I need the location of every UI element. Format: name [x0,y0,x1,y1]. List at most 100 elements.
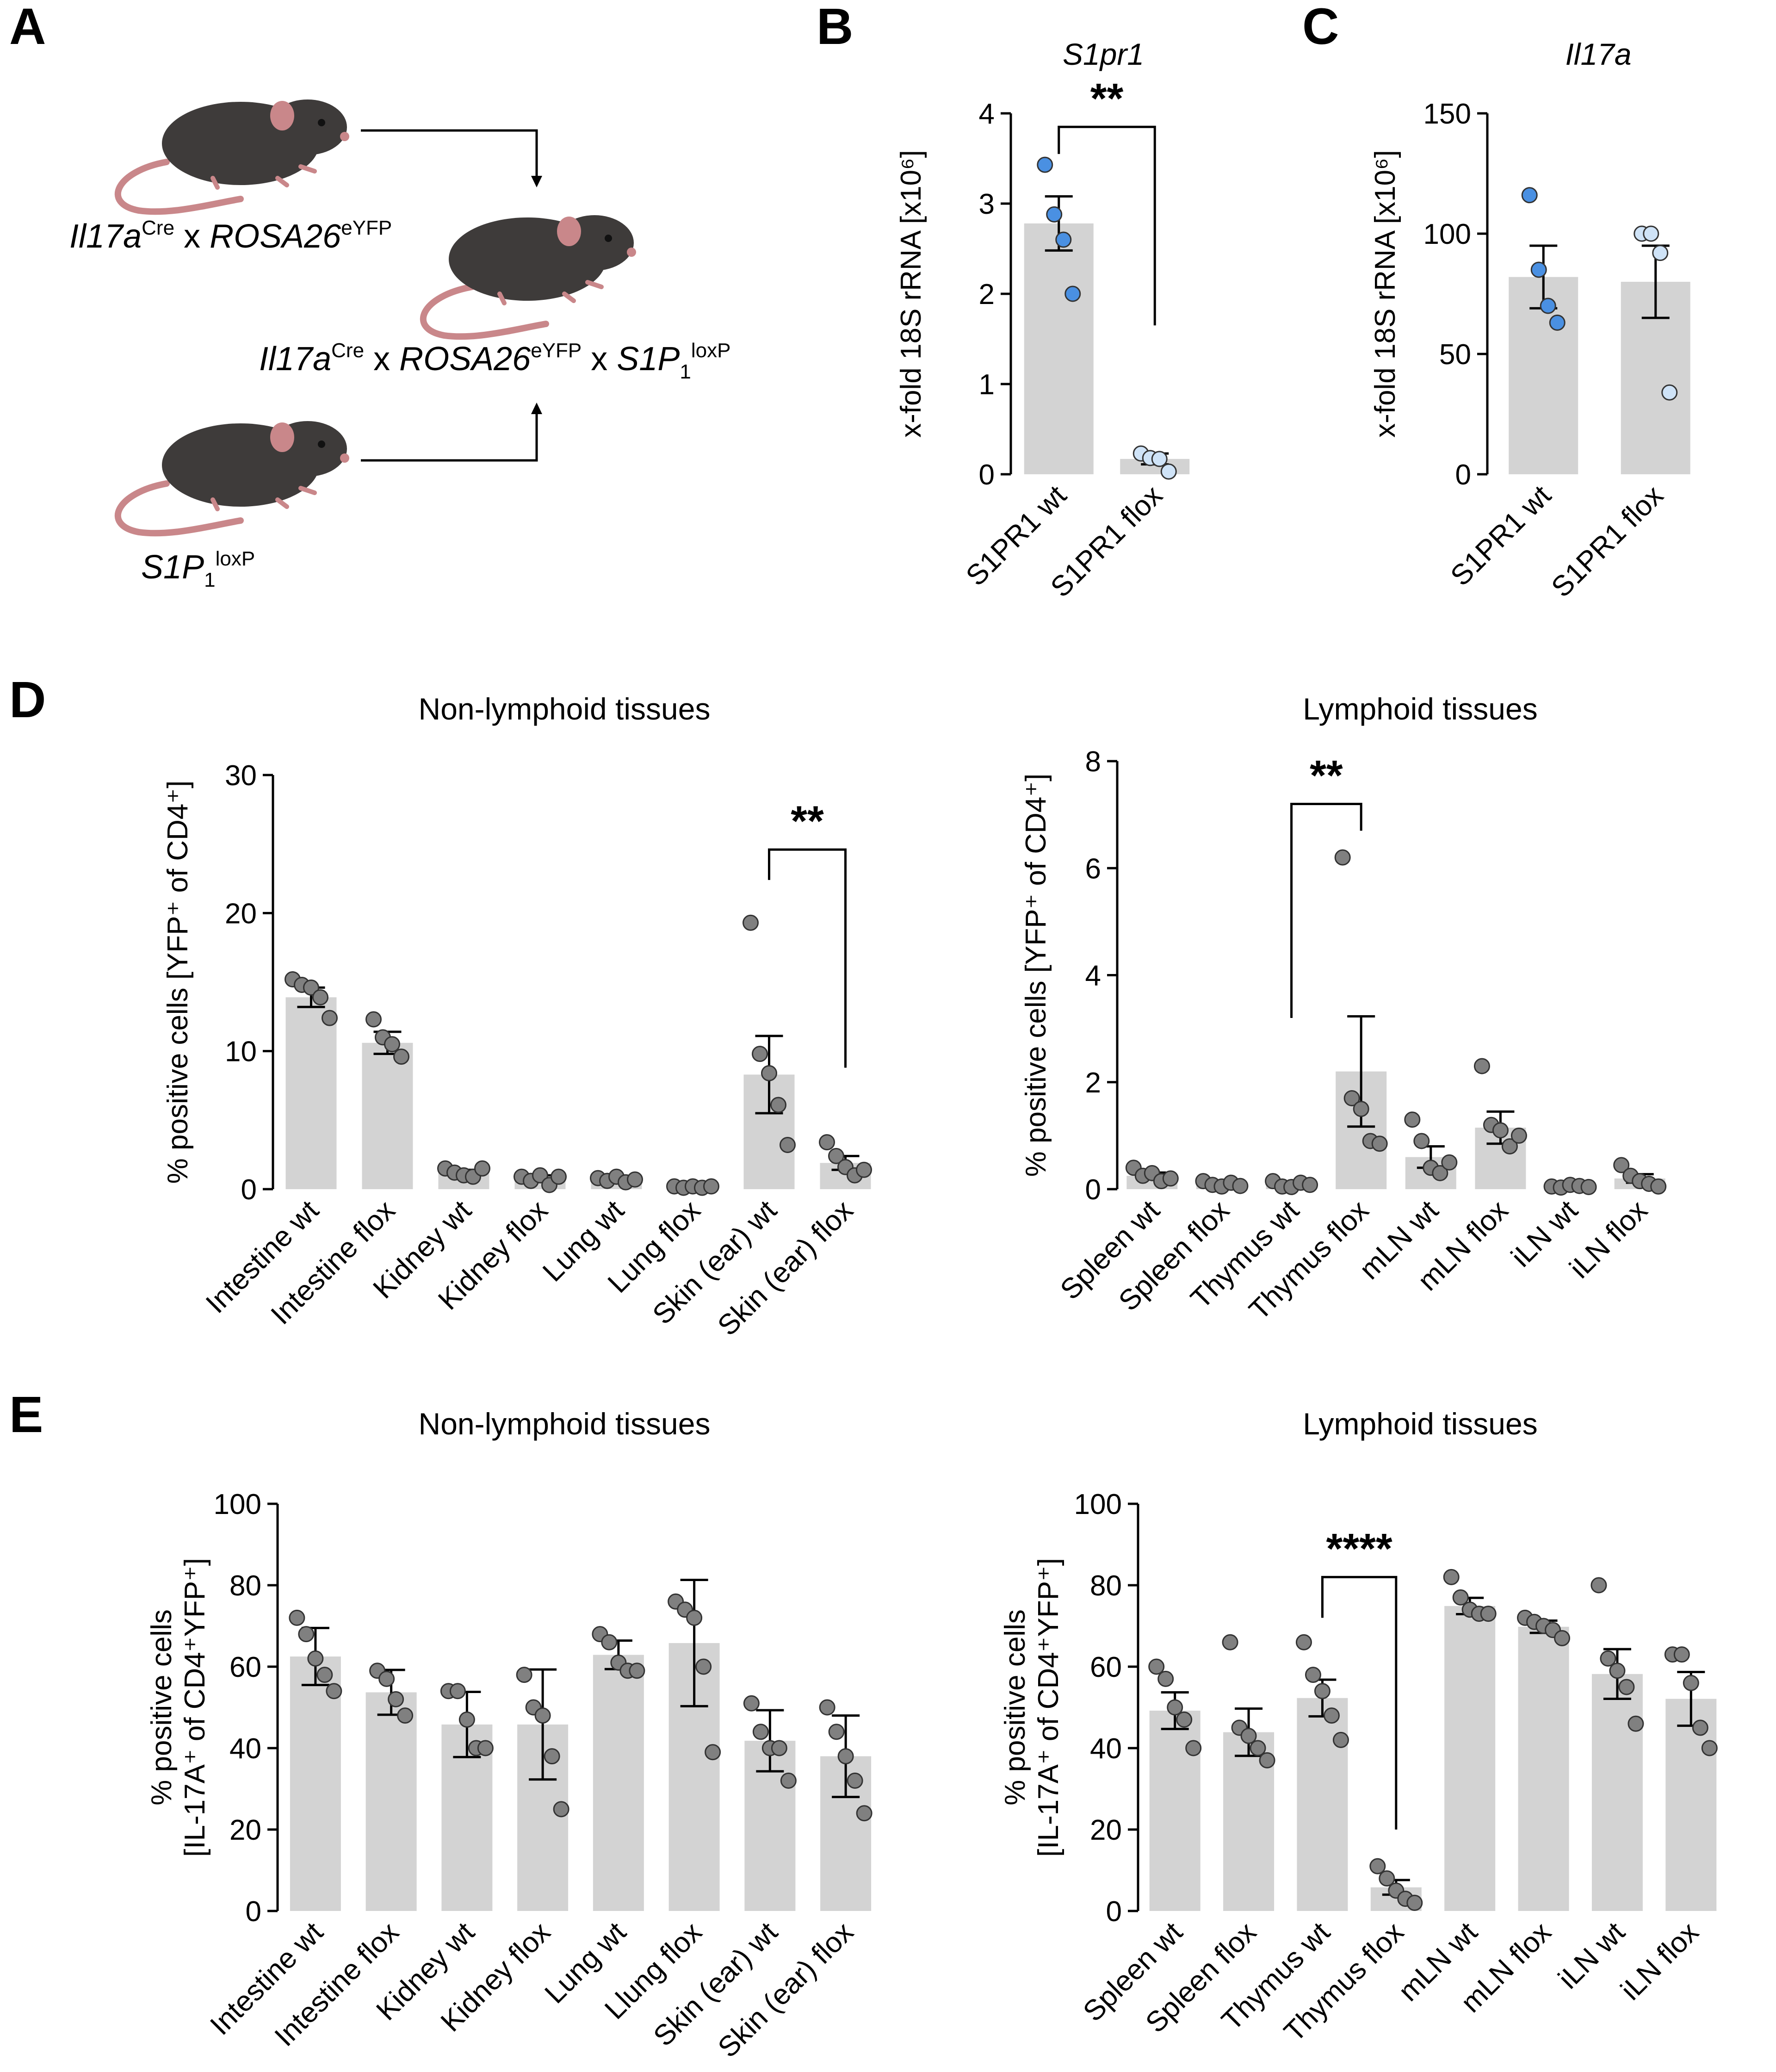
y-tick-label: 20 [225,898,257,930]
y-tick-label: 0 [241,1174,257,1206]
y-tick-label: 60 [229,1651,261,1683]
data-point [553,1801,569,1818]
y-tick-label: 150 [1423,98,1471,130]
data-point [1302,1177,1318,1193]
y-tick-label: 40 [1090,1733,1122,1765]
data-point [449,1683,466,1700]
data-point [819,1134,835,1151]
data-point [1323,1707,1340,1724]
data-point [1404,1111,1421,1128]
significance-label: ** [1090,75,1124,122]
data-point [601,1634,618,1650]
bar [1665,1699,1717,1911]
data-point [1250,1740,1266,1756]
data-point [316,1667,333,1683]
y-tick-label: 60 [1090,1651,1122,1683]
arrow-head-down [531,176,542,187]
significance-bracket [1058,125,1156,326]
data-point [1549,314,1566,331]
data-point [1151,451,1168,467]
bar [593,1655,644,1911]
data-point [1064,285,1081,302]
mouse-2-genotype: S1P1loxP [141,547,255,591]
data-point [703,1178,719,1195]
data-point [828,1148,844,1164]
data-point [378,1670,395,1687]
data-point [780,1772,797,1789]
y-axis-label: x-fold 18S rRNA [x10⁶] [895,150,927,438]
y-axis-label: % positive cells [YFP⁺ of CD4⁺] [162,781,194,1184]
data-point [551,1168,567,1185]
bar [365,1692,417,1911]
y-axis-label: [IL-17A⁺ of CD4⁺YFP⁺] [1033,1558,1064,1857]
cross-genotype: Il17aCre x ROSA26eYFP x S1P1loxP [259,339,730,383]
data-point [1046,206,1063,223]
chart-title: Non-lymphoid tissues [419,1407,711,1441]
data-point [1492,1122,1509,1139]
data-point [705,1744,721,1761]
data-point [1176,1711,1193,1728]
data-point [1441,1154,1458,1171]
data-point [1379,1870,1395,1887]
data-point [516,1667,532,1683]
data-point [474,1160,490,1177]
data-point [1701,1740,1718,1756]
significance-bracket [1290,803,1362,1018]
data-point [1413,1133,1430,1149]
mouse-1-genotype: Il17aCre x ROSA26eYFP [69,217,392,255]
chart-title: Il17a [1565,37,1631,71]
chart-title: S1pr1 [1063,37,1144,71]
data-point [856,1805,873,1822]
category-label: S1PR1 flox [1546,479,1670,603]
panel-label-e: E [9,1386,43,1443]
y-tick-label: 2 [1085,1067,1101,1099]
data-point [1305,1667,1321,1683]
mouse-icon-cross [420,215,636,340]
data-point [312,989,328,1005]
y-tick-label: 100 [1423,218,1471,250]
data-point [1473,1058,1490,1074]
data-point [393,1048,409,1065]
data-point [828,1724,845,1740]
panel-label-a: A [9,0,46,55]
data-point [544,1748,560,1765]
bar [285,997,337,1189]
mouse-icon-2 [115,421,349,537]
data-point [1452,1589,1469,1606]
y-axis-label: % positive cells [146,1609,178,1805]
cross-arrows [361,129,538,462]
data-point [1332,1731,1349,1748]
y-tick-label: 4 [1085,960,1101,992]
data-point [365,1011,382,1028]
data-point [1480,1606,1497,1622]
data-point [1371,1135,1388,1152]
data-point [770,1097,786,1113]
data-point [1055,231,1072,248]
data-point [627,1171,643,1188]
bar [1297,1698,1348,1911]
data-point [1692,1719,1708,1736]
data-point [771,1740,787,1756]
panel-label-b: B [817,0,853,55]
data-point [397,1707,414,1724]
data-point [1353,1101,1369,1117]
category-label: S1PR1 wt [1444,479,1557,592]
chart-title: Lymphoid tissues [1303,692,1537,726]
data-point [384,1036,400,1053]
significance-label: ** [1310,752,1343,800]
category-label: iLN flox [1615,1916,1705,2006]
data-point [1167,1699,1183,1716]
y-tick-label: 0 [979,459,995,491]
data-point [1683,1675,1699,1691]
arrow-head-up [531,403,542,414]
data-point [326,1683,342,1700]
data-point [1157,1670,1174,1687]
data-point [761,1065,777,1081]
data-point [1162,1170,1179,1187]
y-tick-label: 80 [1090,1570,1122,1602]
significance-label: **** [1326,1525,1392,1572]
significance-bracket [1321,1576,1398,1830]
data-point [752,1046,768,1062]
data-point [1650,1178,1667,1195]
